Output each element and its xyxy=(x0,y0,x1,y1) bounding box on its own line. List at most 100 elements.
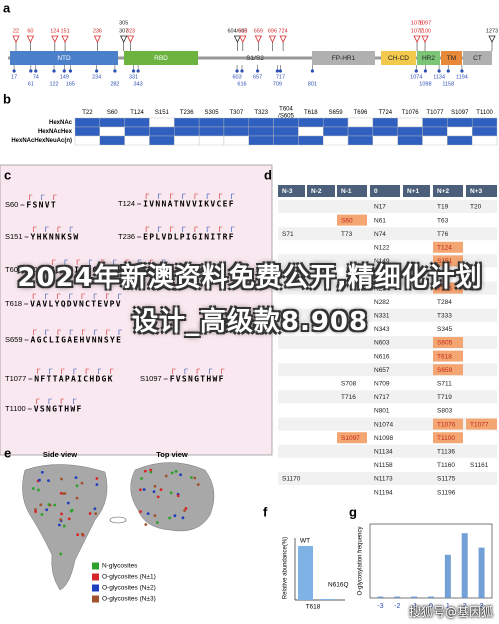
panel-label: f xyxy=(263,504,268,519)
cell-text: S1161 xyxy=(470,462,489,469)
o-site-label: 1273 xyxy=(486,28,498,34)
fragment-flag xyxy=(57,329,61,335)
cell-text: T1076 xyxy=(437,421,456,428)
glycan-cell xyxy=(174,135,200,146)
column-header: T1100 xyxy=(476,110,493,116)
row-background xyxy=(278,376,497,390)
cell-text: N1194 xyxy=(374,489,393,496)
panel-label: c xyxy=(4,167,11,182)
n-site-label: 801 xyxy=(308,81,317,87)
o-site-marker xyxy=(126,35,135,43)
glycosite-dot xyxy=(76,533,80,537)
x-tick-label: -3 xyxy=(377,603,383,610)
cell-text: N122 xyxy=(374,245,390,252)
header-text: N-2 xyxy=(311,188,322,195)
frequency-bar xyxy=(411,596,418,598)
fragment-flag xyxy=(221,368,225,374)
fragment-flag xyxy=(82,329,86,335)
fragment-flag xyxy=(32,293,37,299)
rotation-icon xyxy=(109,516,127,524)
glycan-cell xyxy=(223,117,249,128)
glycosite-dot xyxy=(95,477,99,480)
fragment-flag xyxy=(69,226,74,232)
panel-label: a xyxy=(3,0,11,15)
glycosite-dot xyxy=(47,479,50,483)
fragment-flag xyxy=(45,293,49,299)
fragment-flag xyxy=(73,368,77,374)
panel-label: g xyxy=(349,504,357,519)
row-label: HexNAc xyxy=(49,120,73,126)
glycan-cell xyxy=(124,117,150,128)
column-header: S659 xyxy=(329,110,344,116)
domain-box xyxy=(441,51,462,65)
row-background xyxy=(278,390,497,404)
glycosite-dot xyxy=(60,512,63,516)
glycosite-dot xyxy=(66,501,70,505)
o-site-label: 60 xyxy=(27,28,33,34)
n-site-marker xyxy=(256,69,260,73)
glycan-cell xyxy=(248,126,274,137)
fragment-flag xyxy=(41,194,45,200)
glycosite-dot xyxy=(53,503,57,507)
o-site-marker xyxy=(26,35,35,43)
header-cell xyxy=(278,185,305,197)
o-site-marker xyxy=(12,35,20,43)
x-tick-label: -1 xyxy=(411,603,417,610)
n-site-marker xyxy=(95,69,99,73)
o-site-marker xyxy=(239,35,247,43)
glycosite-dot xyxy=(37,488,40,492)
glycosite-dot xyxy=(67,517,71,521)
cell-text: S803 xyxy=(437,408,453,415)
glycosite-dot xyxy=(40,512,44,516)
cell-text: T236 xyxy=(437,285,452,292)
fragment-flag xyxy=(89,259,93,265)
o-site-label: 604/605 xyxy=(227,28,247,34)
n-site-label: 1098 xyxy=(419,81,431,87)
fragment-flag xyxy=(48,398,52,404)
cell-text: S162 xyxy=(282,272,298,279)
x-tick-label: 0 xyxy=(429,603,433,610)
fragment-flag xyxy=(29,194,33,200)
o-site-label: 305 xyxy=(119,20,128,26)
fragment-flag xyxy=(118,329,122,335)
legend-swatch xyxy=(92,562,99,570)
glycan-cell xyxy=(372,117,398,128)
fragment-flag xyxy=(60,398,65,404)
column-header: T604/S605 xyxy=(278,106,294,119)
domain-label: TM xyxy=(447,55,456,62)
cell-text: S711 xyxy=(437,381,452,388)
glycosite-dot xyxy=(60,477,63,481)
row-background xyxy=(278,227,497,241)
row-background xyxy=(278,472,497,485)
column-header: S151 xyxy=(155,110,170,116)
fragment-flag xyxy=(231,193,235,199)
domain-box xyxy=(381,51,416,65)
cell-text: S605 xyxy=(437,340,453,347)
legend-label: O-glycosites (N±2) xyxy=(102,585,156,592)
domain-label: CH-CD xyxy=(388,55,409,62)
glycosite-dot xyxy=(80,532,84,536)
n-site-marker xyxy=(278,69,283,73)
o-site-marker xyxy=(421,35,429,43)
glycan-cell xyxy=(422,135,448,146)
domain-label: HR2 xyxy=(422,55,435,62)
site-name: S1097 xyxy=(140,374,162,383)
row-background xyxy=(278,458,497,472)
cell-text: T19 xyxy=(437,204,449,211)
n-site-marker xyxy=(275,69,279,73)
fragment-flag xyxy=(33,329,37,335)
n-site-label: 1074 xyxy=(410,74,422,80)
header-text: 0 xyxy=(374,188,378,195)
glycosite-dot xyxy=(139,510,142,513)
o-site-label: 236 xyxy=(93,28,102,34)
cell-text: T76 xyxy=(437,231,449,238)
glycan-cell xyxy=(223,126,249,137)
cell-text: N1158 xyxy=(374,462,393,469)
fragment-flag xyxy=(64,259,68,265)
glycan-cell xyxy=(149,126,175,137)
glycan-cell xyxy=(347,135,374,146)
fragment-flag xyxy=(219,226,223,232)
cell-text: T284 xyxy=(437,299,452,306)
glycan-cell xyxy=(323,117,349,128)
n-site-label: 282 xyxy=(110,81,119,87)
